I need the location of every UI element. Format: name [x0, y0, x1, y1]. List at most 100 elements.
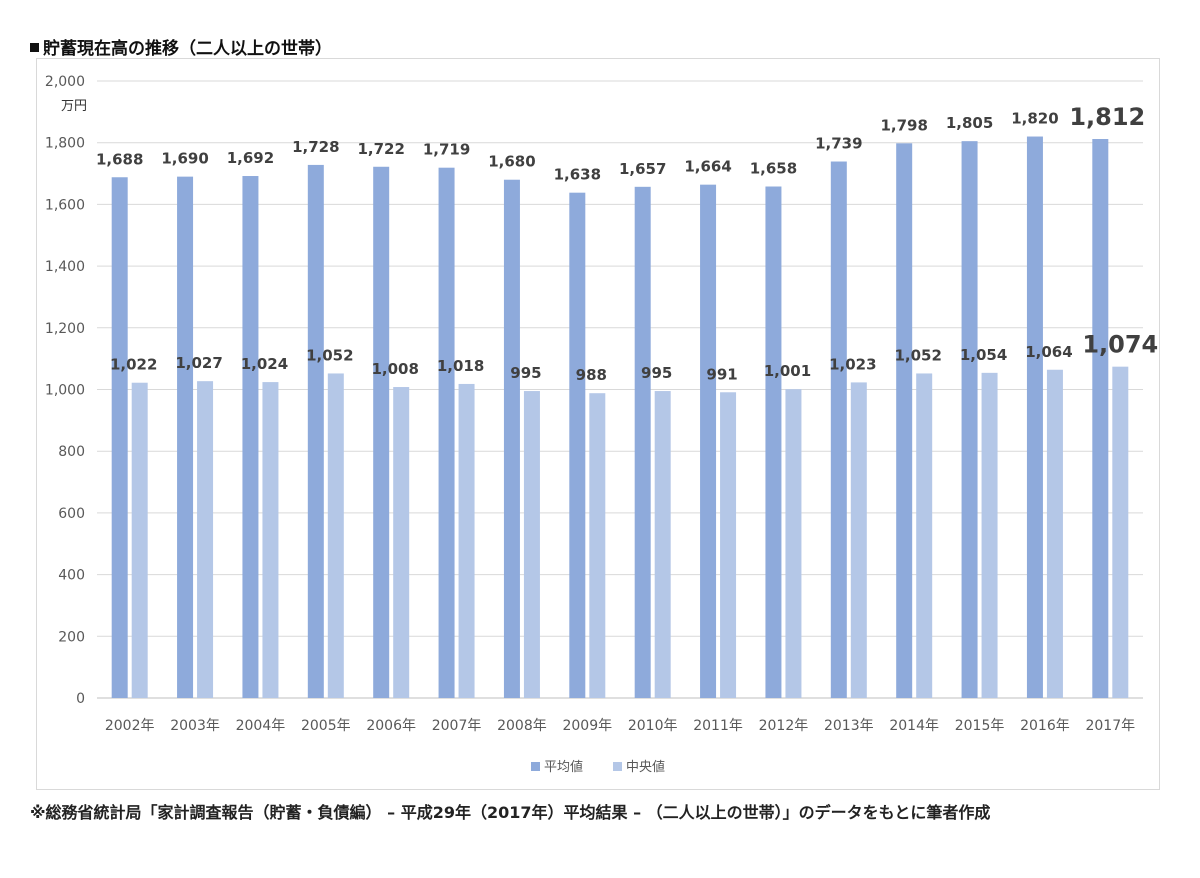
bar-mean [1026, 136, 1043, 698]
y-tick-label: 600 [58, 506, 85, 522]
data-label-mean: 1,680 [488, 153, 535, 171]
y-tick-label: 1,000 [45, 383, 85, 399]
data-label-median: 1,022 [110, 356, 157, 374]
bar-median [785, 389, 802, 698]
x-tick-label: 2008年 [497, 718, 547, 734]
data-label-mean: 1,739 [815, 135, 862, 153]
bar-mean [896, 143, 913, 698]
bar-median [981, 372, 998, 698]
y-tick-label: 1,200 [45, 321, 85, 337]
data-label-median: 988 [576, 366, 607, 384]
bar-mean [1092, 138, 1109, 699]
data-label-median: 1,018 [437, 357, 484, 375]
data-label-median: 1,008 [371, 360, 418, 378]
x-tick-label: 2005年 [301, 718, 351, 734]
x-tick-label: 2003年 [170, 718, 220, 734]
x-tick-label: 2017年 [1085, 718, 1135, 734]
x-tick-label: 2009年 [562, 718, 612, 734]
chart-frame: 0 200 400 600 800 1,000 1,200 1,400 1,600 1,800 2,… [36, 58, 1160, 790]
data-label-mean: 1,692 [227, 149, 274, 167]
chart-title: 貯蓄現在高の推移（二人以上の世帯） [30, 34, 332, 59]
data-label-mean: 1,805 [946, 114, 993, 132]
bar-mean [830, 161, 847, 698]
y-tick-label: 200 [58, 629, 85, 645]
bar-mean [569, 192, 586, 698]
legend-swatch-mean [531, 762, 540, 771]
data-label-median: 995 [510, 364, 541, 382]
square-bullet-icon [30, 43, 39, 52]
legend-swatch-median [613, 762, 622, 771]
y-tick-label: 400 [58, 568, 85, 584]
data-label-mean: 1,728 [292, 138, 339, 156]
bar-mean [307, 164, 324, 699]
y-tick-label: 0 [76, 691, 85, 707]
x-tick-label: 2013年 [824, 718, 874, 734]
y-tick-label: 1,800 [45, 136, 85, 152]
bar-median [327, 373, 344, 698]
data-label-median: 1,054 [960, 346, 1007, 364]
source-note: ※総務省統計局「家計調査報告（貯蓄・負債編） – 平成29年（2017年）平均結… [30, 803, 991, 822]
bar-median [654, 391, 671, 698]
legend-label-mean: 平均値 [544, 759, 583, 775]
data-label-median: 1,024 [241, 355, 288, 373]
data-label-mean: 1,657 [619, 160, 666, 178]
x-tick-label: 2016年 [1020, 718, 1070, 734]
x-tick-label: 2007年 [432, 718, 482, 734]
bar-mean [700, 184, 717, 698]
y-axis-unit-label: 万円 [61, 99, 87, 114]
x-tick-label: 2014年 [889, 718, 939, 734]
data-label-median: 1,001 [764, 362, 811, 380]
bar-median [1046, 369, 1063, 698]
data-label-median: 995 [641, 364, 672, 382]
bar-mean [438, 167, 455, 699]
bar-mean [961, 141, 978, 699]
chart-title-text: 貯蓄現在高の推移（二人以上の世帯） [43, 39, 332, 59]
data-label-mean: 1,722 [357, 140, 404, 158]
y-tick-label: 800 [58, 444, 85, 460]
bar-median [850, 382, 867, 698]
bar-median [131, 382, 148, 698]
bar-median [393, 387, 410, 698]
data-label-median: 1,023 [829, 355, 876, 373]
data-label-median: 1,064 [1025, 343, 1072, 361]
data-label-mean: 1,688 [96, 150, 143, 168]
data-label-median: 1,052 [894, 346, 941, 364]
data-label-median: 991 [706, 365, 737, 383]
x-tick-label: 2004年 [236, 718, 286, 734]
data-label-mean: 1,719 [423, 141, 470, 159]
bar-median [197, 381, 214, 698]
bar-median [589, 393, 606, 698]
bar-median [458, 383, 475, 698]
x-tick-label: 2015年 [955, 718, 1005, 734]
data-label-median: 1,052 [306, 346, 353, 364]
data-label-median: 1,027 [175, 354, 222, 372]
bar-mean [242, 176, 259, 698]
bar-mean [634, 186, 651, 698]
bar-median [1112, 366, 1129, 698]
bar-mean [503, 179, 520, 699]
bar-mean [177, 176, 194, 698]
x-tick-label: 2006年 [366, 718, 416, 734]
x-tick-label: 2010年 [628, 718, 678, 734]
data-label-mean: 1,812 [1069, 103, 1145, 131]
bar-mean [373, 166, 390, 698]
data-label-mean: 1,798 [880, 116, 927, 134]
data-label-mean: 1,820 [1011, 110, 1058, 128]
y-tick-label: 1,600 [45, 197, 85, 213]
data-label-mean: 1,690 [161, 150, 208, 168]
bar-mean [111, 177, 128, 698]
bar-median [262, 382, 279, 698]
y-tick-label: 2,000 [45, 74, 85, 90]
data-label-mean: 1,638 [554, 166, 601, 184]
x-tick-label: 2011年 [693, 718, 743, 734]
y-tick-label: 1,400 [45, 259, 85, 275]
data-label-mean: 1,658 [750, 160, 797, 178]
bar-median [916, 373, 933, 698]
x-tick-label: 2012年 [759, 718, 809, 734]
x-tick-label: 2002年 [105, 718, 155, 734]
bar-median [523, 391, 540, 698]
bar-median [720, 392, 737, 698]
bar-chart: 0 200 400 600 800 1,000 1,200 1,400 1,600 1,800 2,… [45, 74, 1158, 775]
data-label-median: 1,074 [1082, 331, 1158, 359]
bar-mean [765, 186, 782, 698]
